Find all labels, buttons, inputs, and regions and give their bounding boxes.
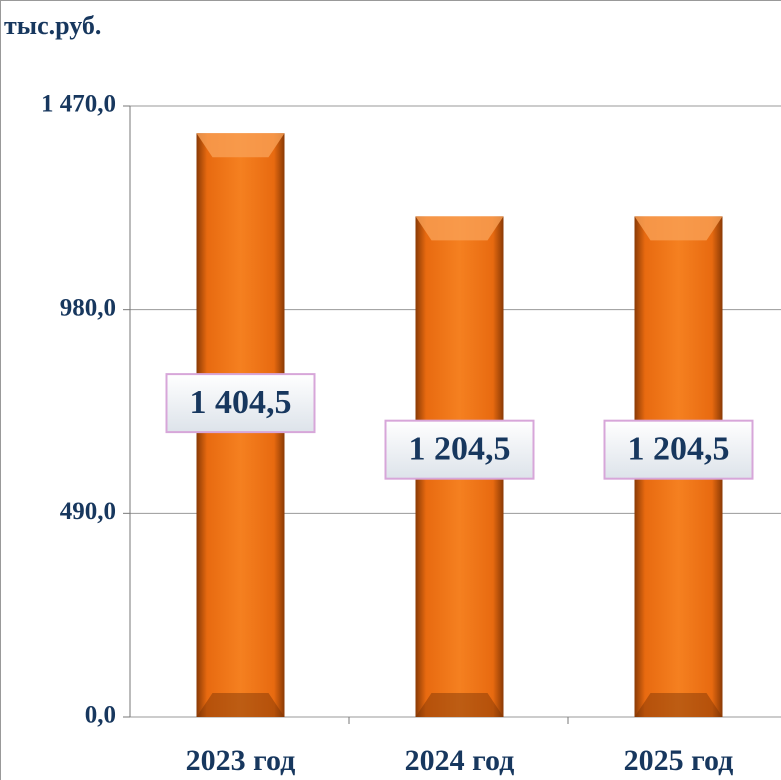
value-label: 1 204,5 (628, 430, 730, 467)
bar-bevel (634, 693, 723, 717)
value-label-box (165, 373, 316, 434)
bar-bevel (196, 693, 285, 717)
y-axis-label: тыс.руб. (4, 11, 101, 40)
value-label: 1 404,5 (190, 384, 292, 421)
bar-bevel (196, 133, 285, 158)
x-tick-label: 2024 год (405, 744, 515, 777)
x-tick-label: 2023 год (186, 744, 296, 777)
bar-bevel (415, 693, 504, 717)
y-tick-label: 980,0 (60, 294, 116, 321)
x-tick-label: 2025 год (624, 744, 734, 777)
y-tick-label: 1 470,0 (41, 91, 116, 118)
bar-bevel (415, 216, 504, 241)
value-label-box (384, 419, 535, 480)
y-tick-label: 490,0 (60, 498, 116, 525)
value-label-box (603, 419, 754, 480)
bar-bevel (634, 216, 723, 241)
value-label: 1 204,5 (409, 430, 511, 467)
y-tick-label: 0,0 (85, 702, 116, 729)
